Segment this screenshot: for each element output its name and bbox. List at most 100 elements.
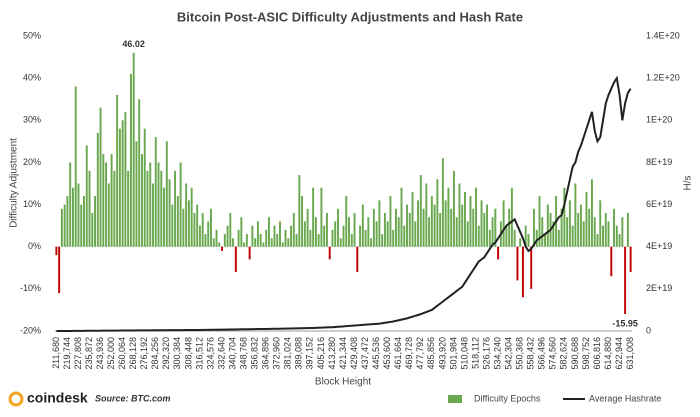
bar — [292, 213, 295, 247]
bar — [248, 246, 251, 260]
x-tick-label: 510,048 — [459, 337, 469, 370]
x-tick-label: 461,664 — [393, 337, 403, 370]
y-tick-label: 0% — [28, 241, 41, 251]
bar — [521, 246, 524, 298]
bar — [143, 128, 146, 247]
bar — [621, 217, 624, 247]
bar — [524, 225, 527, 247]
bar — [439, 213, 442, 247]
bar — [591, 179, 593, 247]
y-tick-label: -20% — [20, 325, 41, 335]
bar — [237, 229, 240, 247]
bar — [306, 208, 309, 247]
bar — [441, 158, 444, 247]
bar — [77, 183, 80, 247]
bar — [610, 246, 613, 277]
bar — [375, 221, 378, 247]
bar — [339, 238, 342, 247]
x-tick-label: 614,880 — [603, 337, 613, 370]
bar — [190, 187, 193, 247]
bar — [196, 204, 199, 247]
bar — [458, 183, 461, 247]
bar — [571, 225, 574, 247]
bar — [312, 187, 315, 247]
y-tick-label: 30% — [23, 115, 41, 125]
bar — [212, 238, 215, 247]
bar — [60, 208, 63, 247]
bar — [436, 179, 439, 247]
y-axis-label: Difficulty Adjustment — [9, 138, 20, 228]
bar — [69, 162, 72, 247]
bar — [386, 221, 389, 247]
bar — [116, 95, 119, 247]
bar — [406, 204, 408, 247]
bar — [477, 225, 480, 247]
bar — [107, 183, 110, 247]
x-tick-label: 518,112 — [470, 337, 480, 369]
bar — [245, 234, 248, 247]
bar — [563, 187, 566, 247]
bar — [607, 221, 610, 247]
x-tick-label: 405,216 — [316, 337, 326, 370]
bar — [596, 234, 599, 247]
bar — [171, 204, 174, 247]
y-tick-label: 40% — [23, 73, 41, 83]
y-tick-label: -10% — [20, 283, 41, 293]
x-tick-label: 364,896 — [261, 337, 271, 370]
bar — [585, 191, 588, 247]
bar — [494, 208, 497, 247]
bar — [129, 73, 132, 247]
bar — [105, 162, 108, 247]
x-tick-label: 542,304 — [504, 337, 514, 370]
bar — [323, 225, 326, 247]
bar — [613, 208, 616, 247]
bar — [124, 111, 127, 247]
bar — [290, 225, 293, 247]
bar — [508, 208, 511, 247]
bar — [579, 204, 582, 247]
bar — [389, 196, 392, 247]
x-tick-label: 453,600 — [382, 337, 392, 370]
bar — [279, 221, 281, 247]
bar — [243, 242, 246, 247]
x-tick-label: 397,152 — [305, 337, 315, 370]
bar — [187, 200, 190, 247]
x-tick-label: 413,280 — [327, 337, 337, 370]
bar — [295, 234, 298, 247]
x-tick-label: 437,472 — [360, 337, 370, 370]
x-tick-label: 316,512 — [194, 337, 204, 370]
bar — [152, 183, 154, 247]
x-tick-label: 211,680 — [51, 337, 61, 369]
bar — [604, 213, 607, 247]
bar — [378, 200, 381, 247]
bar — [309, 229, 312, 247]
bar — [160, 170, 163, 247]
x-tick-label: 445,536 — [371, 337, 381, 370]
bar — [513, 229, 516, 247]
bar — [626, 213, 629, 247]
x-tick-label: 598,752 — [581, 337, 591, 370]
bar — [400, 187, 403, 247]
bar — [541, 217, 544, 247]
x-tick-label: 429,408 — [349, 337, 359, 370]
bar — [88, 170, 91, 247]
bar — [210, 208, 212, 247]
x-tick-label: 493,920 — [437, 337, 447, 370]
bar — [284, 229, 287, 247]
bar — [254, 238, 257, 247]
bar — [314, 217, 317, 247]
bar — [397, 217, 400, 247]
x-tick-label: 477,792 — [415, 337, 425, 370]
bar — [348, 217, 350, 247]
bar — [411, 191, 414, 247]
bar — [135, 141, 138, 247]
bar — [364, 229, 367, 247]
bar — [452, 170, 455, 247]
bar — [361, 204, 364, 247]
bar — [486, 204, 489, 247]
x-tick-label: 332,640 — [216, 337, 226, 370]
x-tick-label: 550,368 — [515, 337, 525, 370]
bar — [425, 183, 428, 247]
bar — [593, 217, 596, 247]
bar — [201, 213, 204, 247]
